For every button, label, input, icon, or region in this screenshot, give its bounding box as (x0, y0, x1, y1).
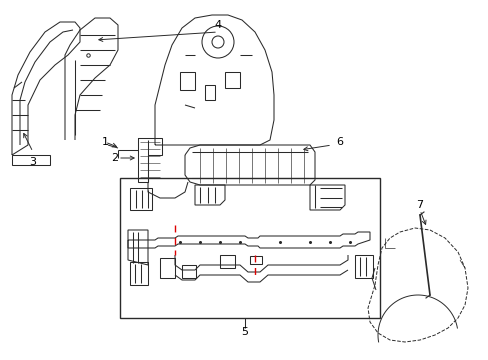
Text: 1: 1 (102, 137, 108, 147)
Text: 2: 2 (111, 153, 118, 163)
Text: 4: 4 (214, 20, 221, 30)
Text: 5: 5 (241, 327, 248, 337)
Text: 7: 7 (416, 200, 423, 210)
Text: 3: 3 (29, 157, 37, 167)
Text: 6: 6 (336, 137, 343, 147)
